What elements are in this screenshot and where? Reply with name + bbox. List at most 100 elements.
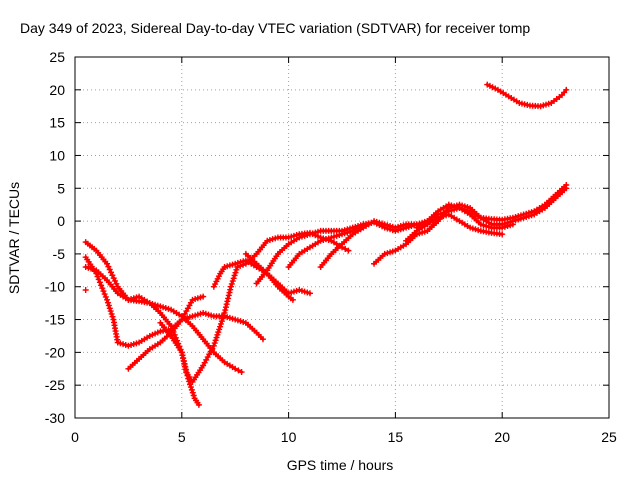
x-tick-label: 0 [71,429,79,445]
data-point-marker [232,269,239,276]
data-point-marker [218,318,225,325]
series-arc-6 [210,257,313,297]
data-point-marker [190,392,197,399]
y-tick-label: 20 [49,82,65,98]
data-point-marker [189,389,196,396]
data-point-marker [509,221,516,228]
y-tick-label: 5 [57,180,65,196]
data-point-marker [100,288,107,295]
data-point-marker [232,365,239,372]
y-tick-label: -20 [45,344,65,360]
x-tick-label: 20 [494,429,510,445]
data-point-marker [211,340,218,347]
data-point-marker [221,309,228,316]
data-point-marker [222,307,229,314]
data-point-marker [82,287,89,294]
data-point-marker [98,282,105,289]
data-point-marker [226,289,233,296]
data-point-marker [104,299,111,306]
data-point-marker [105,302,112,309]
grid [75,57,609,418]
data-point-marker [168,323,175,330]
data-point-marker [99,285,106,292]
data-point-marker [225,292,232,299]
chart-title: Day 349 of 2023, Sidereal Day-to-day VTE… [20,20,530,36]
y-tick-label: -5 [53,246,66,262]
data-point-marker [219,315,226,322]
series-arc-4 [125,309,266,372]
data-point-marker [210,342,217,349]
y-tick-label: -30 [45,410,65,426]
y-tick-label: -15 [45,312,65,328]
x-tick-label: 15 [388,429,404,445]
data-point-marker [108,310,115,317]
data-point-marker [227,286,234,293]
data-point-marker [235,367,242,374]
data-point-marker [225,295,232,302]
data-point-marker [95,276,102,283]
series-arc-9 [285,221,367,271]
data-point-marker [228,280,235,287]
data-point-marker [222,304,229,311]
data-point-marker [345,247,352,254]
data-point-marker [214,331,221,338]
data-point-marker [213,334,220,341]
data-point-marker [223,301,230,308]
x-tick-label: 5 [178,429,186,445]
data-point-marker [342,245,349,252]
data-point-marker [289,296,296,303]
data-point-marker [188,386,195,393]
x-tick-label: 25 [601,429,617,445]
data-point-marker [212,337,219,344]
data-point-marker [94,273,101,280]
data-point-marker [306,290,313,297]
data-point-marker [229,278,236,285]
data-point-marker [217,323,224,330]
data-point-marker [106,305,113,312]
data-point-marker [109,313,116,320]
data-point-marker [104,296,111,303]
y-tick-label: -10 [45,279,65,295]
data-series [82,81,570,408]
data-point-marker [215,329,222,336]
data-point-marker [195,401,202,408]
data-point-marker [107,308,114,315]
data-point-marker [499,231,506,238]
plot-border [74,56,610,419]
data-point-marker [563,86,570,93]
data-point-marker [231,272,238,279]
data-point-marker [216,326,223,333]
data-point-marker [220,312,227,319]
y-tick-label: -25 [45,377,65,393]
data-point-marker [171,331,178,338]
data-point-marker [238,369,245,376]
data-point-marker [259,336,266,343]
series-arc-12 [403,211,506,244]
y-axis: -30 -25 -20 -15 -10 -5 0 5 10 15 20 25 [45,49,609,426]
series-arc-7 [242,250,296,303]
data-point-marker [230,275,237,282]
plot-frame [74,56,610,419]
y-tick-label: 0 [57,213,65,229]
data-point-marker [96,279,103,286]
y-tick-label: 15 [49,115,65,131]
data-point-marker [563,185,570,192]
series-arc-13 [413,201,516,231]
data-point-marker [102,293,109,300]
data-point-marker [224,298,231,305]
series-arc-2 [82,254,207,349]
data-point-marker [233,266,240,273]
data-point-marker [101,291,108,298]
series-arc-14 [484,81,570,110]
y-tick-label: 25 [49,49,65,65]
data-point-marker [200,293,207,300]
data-point-marker [227,283,234,290]
data-point-marker [187,384,194,391]
x-tick-label: 10 [281,429,297,445]
y-axis-label: SDTVAR / TECUs [6,182,22,294]
x-axis-label: GPS time / hours [287,457,394,473]
series-arc-11 [371,185,570,267]
data-point-marker [217,320,224,327]
y-tick-label: 10 [49,147,65,163]
